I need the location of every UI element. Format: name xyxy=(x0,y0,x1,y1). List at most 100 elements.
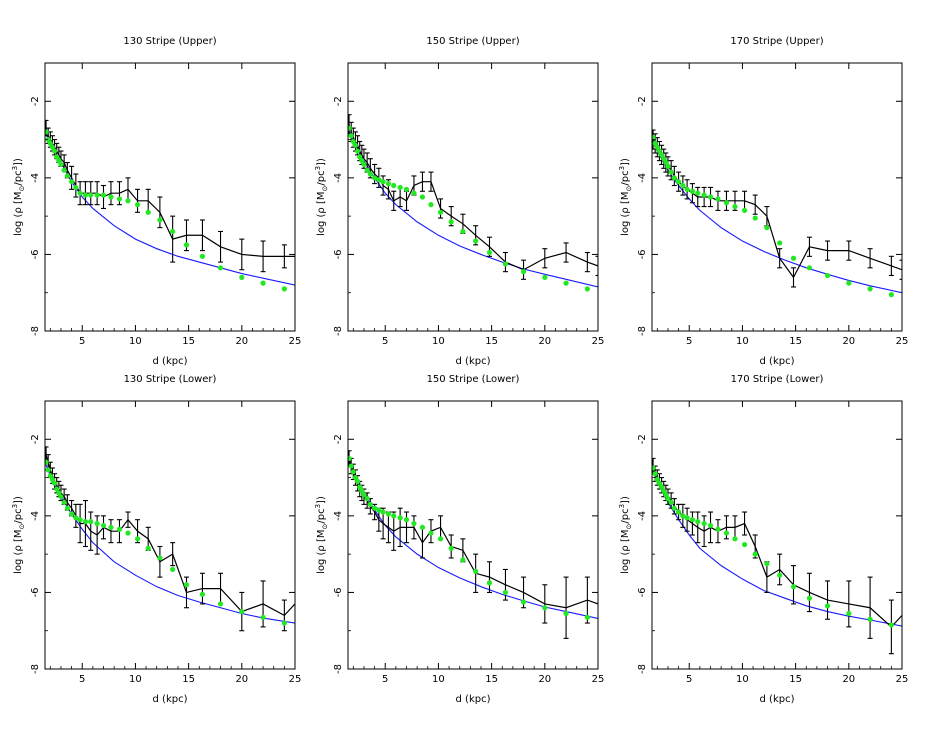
plot-area xyxy=(45,119,295,292)
green-data-point xyxy=(437,209,444,215)
green-data-point xyxy=(675,179,682,185)
green-data-point xyxy=(145,545,151,552)
green-data-point xyxy=(64,173,70,179)
green-data-point xyxy=(380,179,386,185)
plot-frame xyxy=(44,62,296,332)
green-data-point xyxy=(790,255,797,261)
green-data-point xyxy=(361,161,367,168)
y-tick-label: -4 xyxy=(637,511,648,521)
green-data-point xyxy=(281,286,287,292)
y-label-prefix: log (ρ [M xyxy=(13,529,24,573)
x-tick-label: 15 xyxy=(182,336,195,347)
black-data-line xyxy=(348,124,598,271)
y-label-sup: 3 xyxy=(11,166,19,170)
x-tick-label: 10 xyxy=(432,674,445,685)
green-data-point xyxy=(380,509,386,515)
green-data-point xyxy=(385,511,392,517)
green-data-point xyxy=(183,242,190,248)
green-data-point xyxy=(680,182,686,189)
x-tick-label: 25 xyxy=(289,674,302,685)
x-tick-label: 20 xyxy=(538,674,551,685)
panel-5: 150 Stripe (Lower) 5 10 15 20 25 -8 -6 -4 -2 d (kp… xyxy=(314,374,604,705)
y-label-sup: 3 xyxy=(314,504,322,508)
green-data-point xyxy=(51,480,58,486)
green-data-point xyxy=(183,582,190,588)
green-data-point xyxy=(777,572,783,578)
green-data-point xyxy=(656,148,663,154)
x-tick-label: 15 xyxy=(485,336,498,347)
green-data-point xyxy=(367,501,373,507)
green-data-point xyxy=(94,192,100,198)
y-tick-label: -6 xyxy=(30,249,41,259)
x-tick-label: 5 xyxy=(382,674,388,685)
x-axis-label: d (kpc) xyxy=(153,694,188,705)
green-data-point xyxy=(790,584,797,590)
y-tick-label: -2 xyxy=(30,434,41,444)
green-data-point xyxy=(652,465,656,471)
green-data-point xyxy=(715,526,721,532)
green-data-point xyxy=(563,610,569,617)
green-data-point xyxy=(47,140,53,146)
panel-3: 170 Stripe (Upper) 5 10 15 20 25 -8 -6 -4 -2 d (kp… xyxy=(618,36,908,367)
y-tick-label: -4 xyxy=(30,173,41,183)
green-data-point xyxy=(54,486,60,492)
y-tick-label: -8 xyxy=(30,326,41,336)
green-data-point xyxy=(100,192,107,198)
panel-title: 150 Stripe (Lower) xyxy=(427,374,520,385)
green-data-point xyxy=(125,530,131,536)
green-data-point xyxy=(654,144,660,150)
green-data-point xyxy=(116,196,123,202)
green-data-point xyxy=(47,473,53,479)
green-data-point xyxy=(367,171,373,177)
green-data-point xyxy=(45,467,51,473)
x-tick-label: 25 xyxy=(592,674,605,685)
green-data-point xyxy=(134,202,141,208)
green-data-point xyxy=(741,541,748,548)
x-tick-label: 20 xyxy=(842,336,855,347)
y-tick-label: -6 xyxy=(30,587,41,597)
x-tick-label: 5 xyxy=(79,336,85,347)
green-data-point xyxy=(752,551,758,557)
green-data-point xyxy=(77,190,83,196)
green-data-point xyxy=(376,507,382,513)
green-data-point xyxy=(45,136,51,143)
green-data-point xyxy=(732,536,738,542)
green-data-point xyxy=(385,181,392,187)
green-data-point xyxy=(663,159,669,166)
green-data-point xyxy=(584,286,590,292)
green-data-point xyxy=(145,209,151,215)
y-label-sub: ⊙ xyxy=(18,186,26,192)
x-tick-label: 5 xyxy=(686,336,692,347)
green-data-point xyxy=(371,505,378,511)
green-data-point xyxy=(846,280,852,286)
green-data-point xyxy=(100,522,107,529)
y-label-mid: /pc xyxy=(316,170,327,185)
y-label-mid: /pc xyxy=(620,170,631,185)
panel-title: 150 Stripe (Upper) xyxy=(426,36,519,47)
green-data-point xyxy=(695,190,701,196)
plot-frame xyxy=(651,400,903,670)
panel-title: 170 Stripe (Upper) xyxy=(730,36,823,47)
panel-title: 130 Stripe (Lower) xyxy=(124,374,217,385)
y-label-sub: ⊙ xyxy=(625,186,633,192)
green-data-point xyxy=(584,614,590,620)
green-data-point xyxy=(281,620,287,626)
x-axis-label: d (kpc) xyxy=(153,356,188,367)
green-data-point xyxy=(397,184,403,191)
y-tick-label: -2 xyxy=(637,434,648,444)
black-data-line xyxy=(348,458,598,609)
green-data-point xyxy=(715,196,721,202)
green-data-point xyxy=(764,225,770,231)
green-data-point xyxy=(51,148,58,154)
green-data-point xyxy=(520,269,527,275)
green-data-point xyxy=(82,519,89,525)
y-label-suffix: ]) xyxy=(620,496,631,504)
green-data-point xyxy=(364,167,370,173)
black-data-line xyxy=(652,465,902,628)
green-data-point xyxy=(723,530,730,536)
green-data-point xyxy=(777,240,783,246)
green-data-point xyxy=(428,202,434,208)
x-tick-label: 10 xyxy=(129,336,142,347)
green-data-point xyxy=(45,129,49,135)
green-data-point xyxy=(723,200,730,206)
